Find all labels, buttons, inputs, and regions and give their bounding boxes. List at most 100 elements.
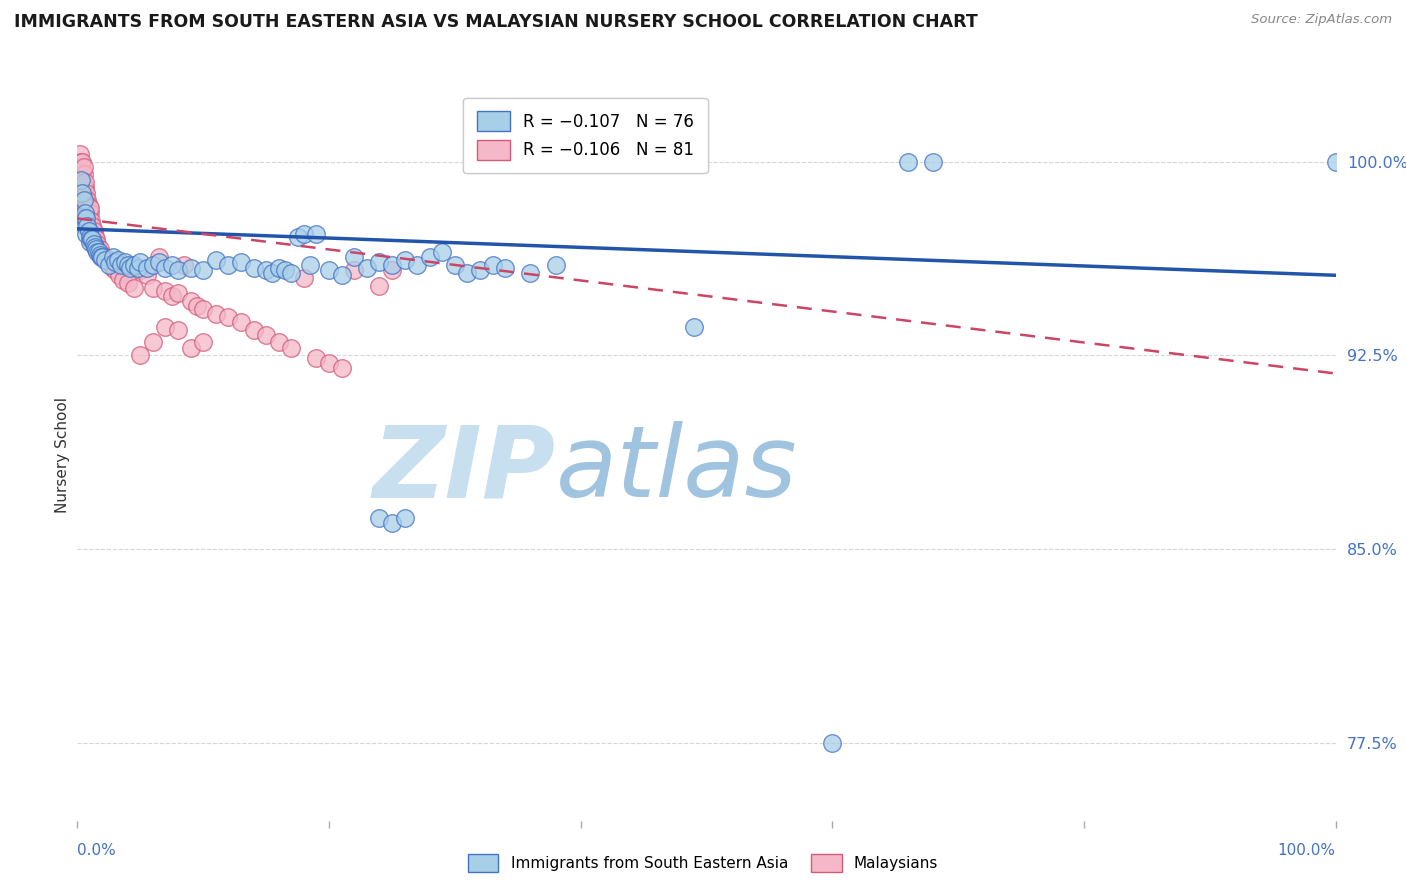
Point	[160, 289, 183, 303]
Text: 0.0%: 0.0%	[77, 843, 117, 858]
Point	[180, 341, 202, 355]
Point	[73, 219, 96, 234]
Point	[89, 247, 111, 261]
Point	[79, 219, 101, 234]
Point	[86, 245, 108, 260]
Y-axis label: Nursery School: Nursery School	[55, 397, 70, 513]
Text: atlas: atlas	[555, 421, 797, 518]
Point	[318, 263, 340, 277]
Point	[292, 271, 315, 285]
Point	[305, 351, 328, 365]
Point	[122, 281, 145, 295]
Point	[101, 260, 124, 275]
Point	[84, 229, 107, 244]
Point	[77, 211, 100, 226]
Point	[155, 260, 177, 275]
Legend: Immigrants from South Eastern Asia, Malaysians: Immigrants from South Eastern Asia, Mala…	[460, 846, 946, 880]
Point	[75, 227, 97, 241]
Text: IMMIGRANTS FROM SOUTH EASTERN ASIA VS MALAYSIAN NURSERY SCHOOL CORRELATION CHART: IMMIGRANTS FROM SOUTH EASTERN ASIA VS MA…	[14, 13, 977, 31]
Point	[229, 315, 252, 329]
Point	[135, 268, 157, 283]
Point	[254, 263, 277, 277]
Point	[167, 322, 190, 336]
Point	[76, 206, 98, 220]
Text: ZIP: ZIP	[373, 421, 555, 518]
Point	[70, 172, 93, 186]
Point	[72, 165, 94, 179]
Point	[97, 255, 120, 269]
Point	[87, 245, 110, 260]
Point	[343, 250, 366, 264]
Point	[72, 211, 94, 226]
Point	[191, 263, 215, 277]
Point	[84, 232, 107, 246]
Point	[173, 258, 195, 272]
Point	[292, 227, 315, 241]
Point	[97, 258, 120, 272]
Point	[394, 511, 416, 525]
Point	[75, 194, 97, 208]
Point	[897, 154, 920, 169]
Point	[111, 273, 134, 287]
Point	[280, 341, 302, 355]
Point	[142, 335, 165, 350]
Point	[117, 258, 139, 272]
Point	[299, 258, 322, 272]
Point	[117, 276, 139, 290]
Point	[432, 245, 454, 260]
Point	[89, 243, 111, 257]
Text: 100.0%: 100.0%	[1278, 843, 1336, 858]
Point	[70, 154, 93, 169]
Point	[76, 194, 98, 208]
Point	[91, 247, 114, 261]
Point	[72, 160, 94, 174]
Point	[1324, 154, 1347, 169]
Point	[305, 227, 328, 241]
Point	[519, 266, 541, 280]
Point	[481, 258, 503, 272]
Point	[180, 294, 202, 309]
Point	[104, 263, 127, 277]
Point	[86, 237, 108, 252]
Point	[75, 201, 97, 215]
Point	[381, 516, 404, 531]
Point	[160, 258, 183, 272]
Point	[108, 268, 131, 283]
Point	[70, 160, 93, 174]
Point	[94, 250, 117, 264]
Point	[72, 194, 94, 208]
Point	[84, 243, 107, 257]
Point	[280, 266, 302, 280]
Point	[155, 320, 177, 334]
Point	[456, 266, 478, 280]
Point	[155, 284, 177, 298]
Point	[122, 258, 145, 272]
Point	[110, 258, 132, 272]
Legend: R = −0.107   N = 76, R = −0.106   N = 81: R = −0.107 N = 76, R = −0.106 N = 81	[463, 97, 707, 173]
Point	[82, 219, 104, 234]
Point	[167, 286, 190, 301]
Point	[80, 214, 103, 228]
Point	[72, 186, 94, 200]
Point	[83, 237, 105, 252]
Point	[79, 201, 101, 215]
Point	[287, 229, 309, 244]
Point	[444, 258, 467, 272]
Point	[91, 250, 114, 264]
Point	[419, 250, 441, 264]
Point	[76, 219, 98, 234]
Point	[73, 180, 96, 194]
Point	[186, 299, 208, 313]
Point	[73, 206, 96, 220]
Point	[191, 335, 215, 350]
Point	[381, 258, 404, 272]
Point	[107, 252, 129, 267]
Point	[217, 310, 239, 324]
Point	[75, 186, 97, 200]
Point	[406, 258, 429, 272]
Point	[148, 255, 170, 269]
Point	[343, 263, 366, 277]
Point	[494, 260, 516, 275]
Point	[127, 260, 149, 275]
Point	[73, 194, 96, 208]
